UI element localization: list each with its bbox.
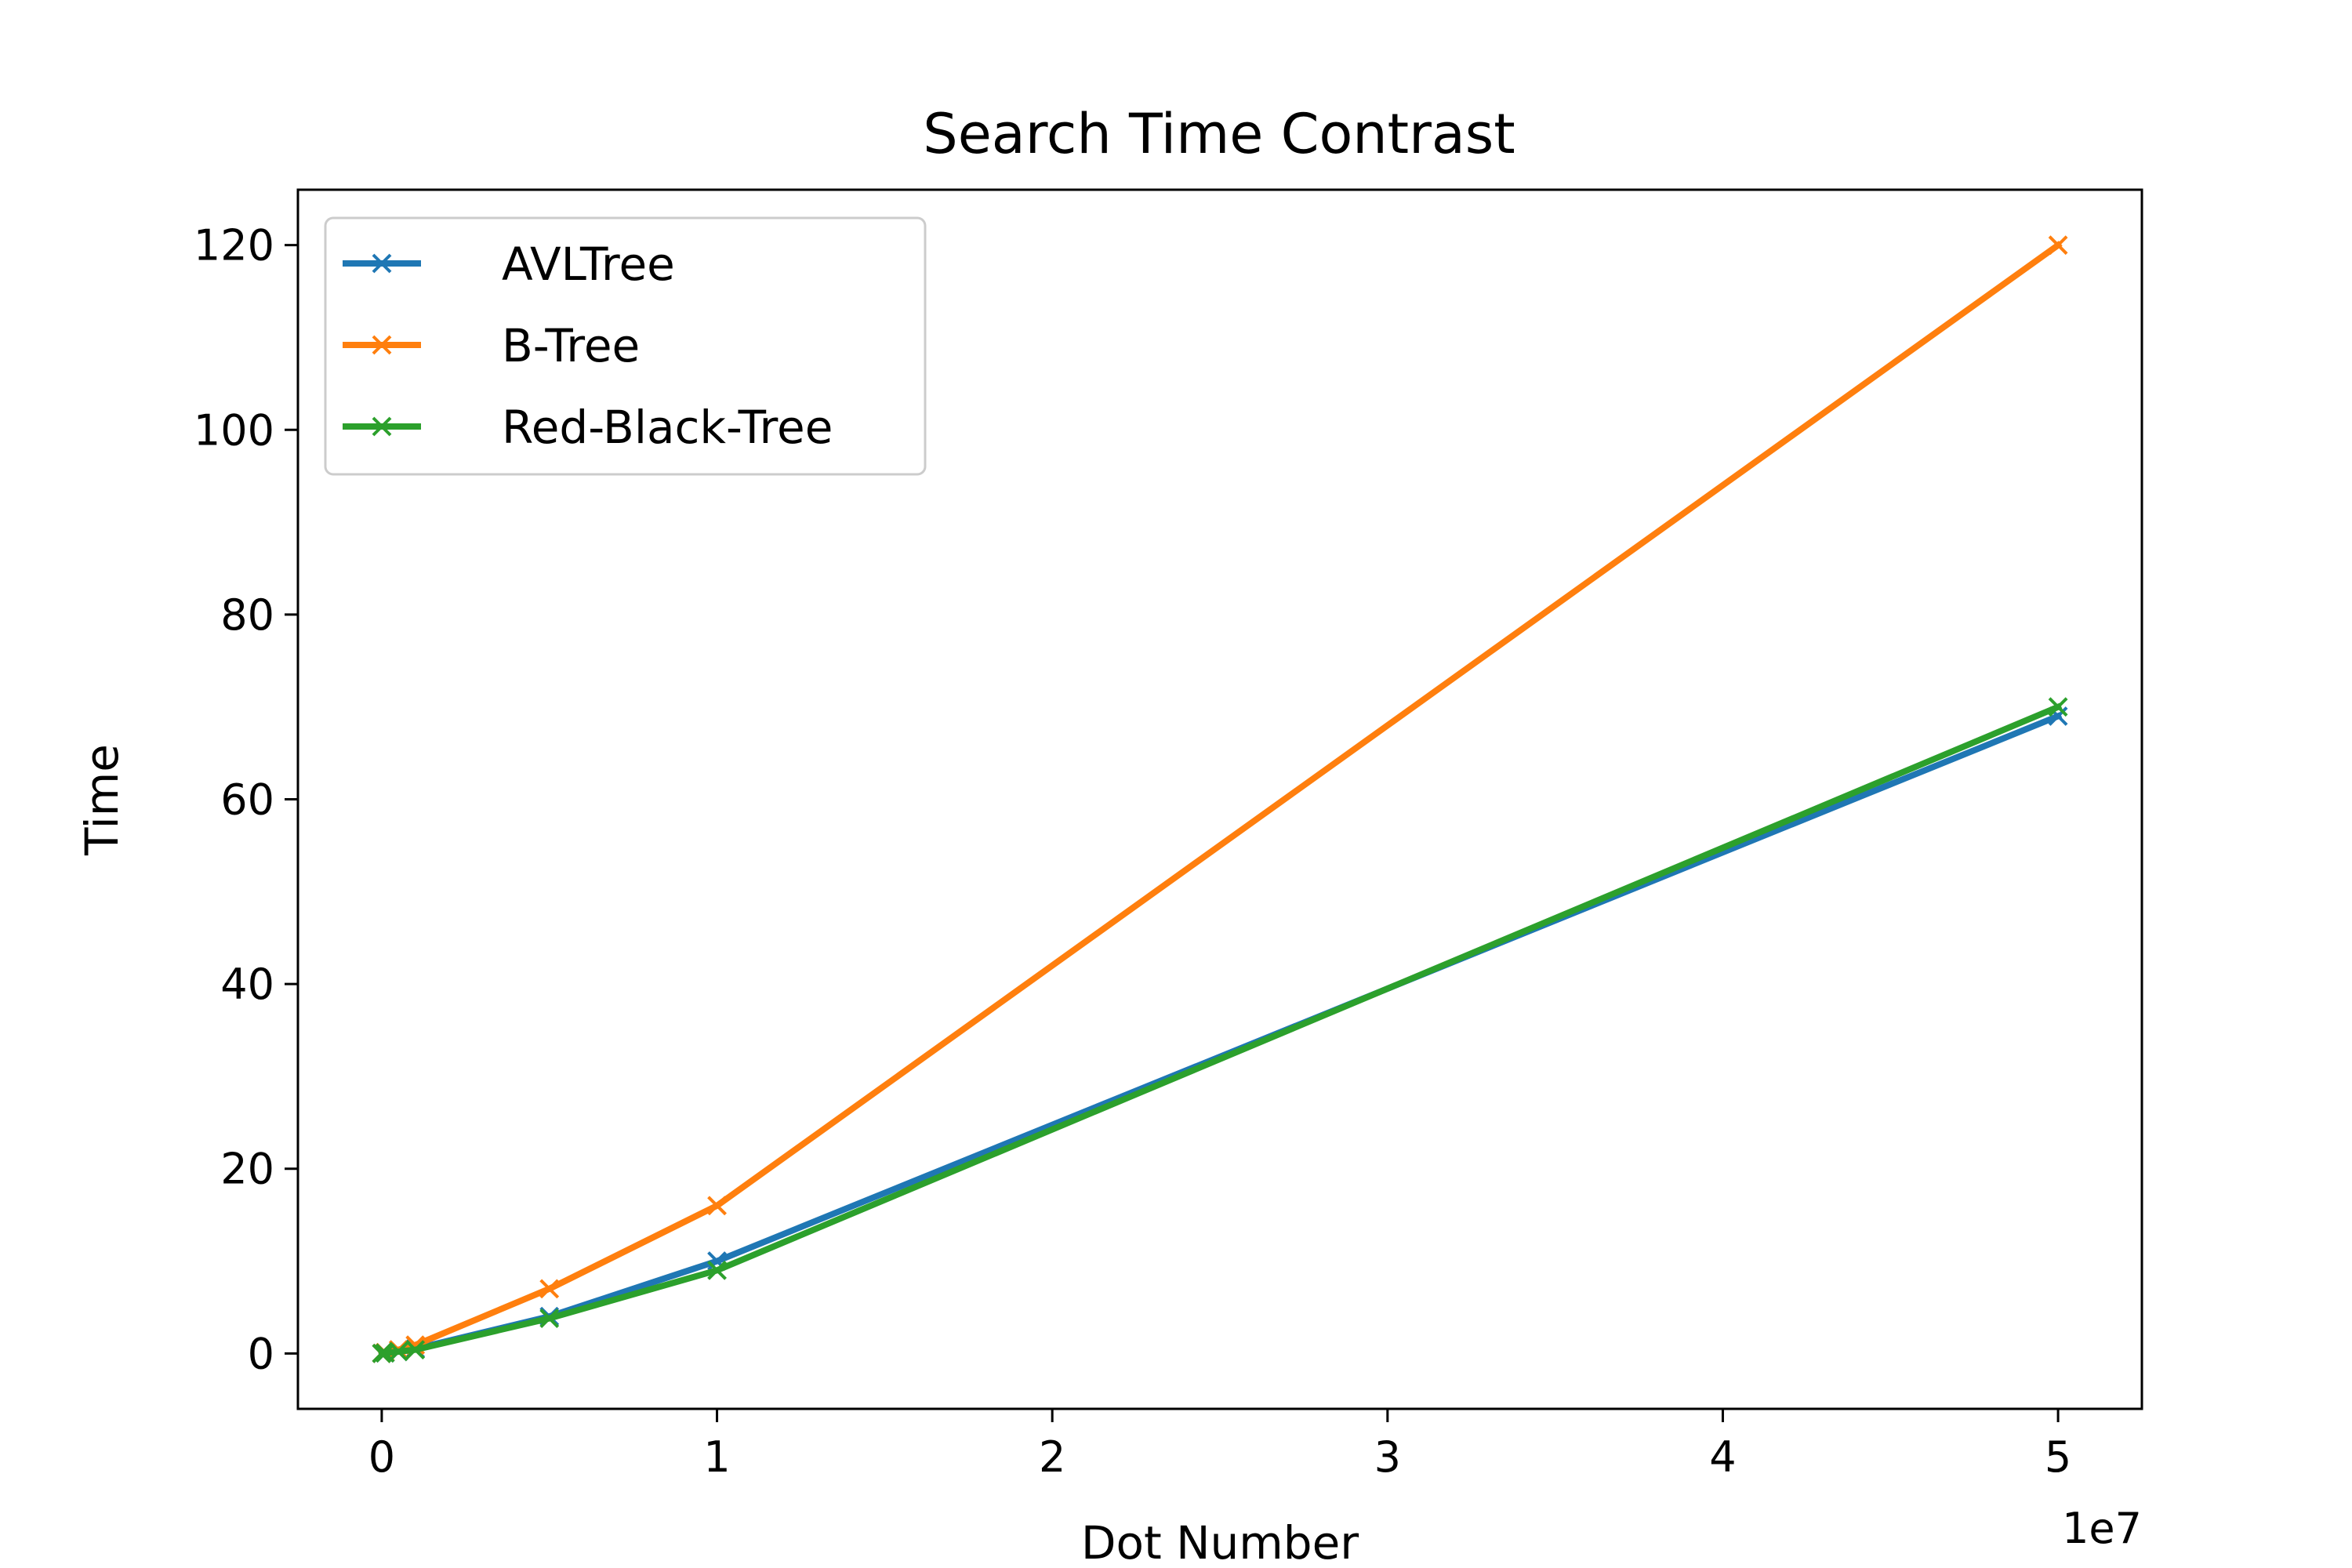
y-tick-label: 40 (220, 960, 274, 1009)
data-point-red-black-tree (539, 1308, 560, 1328)
data-point-b-tree (539, 1279, 560, 1299)
legend-marker-b-tree (372, 335, 392, 355)
x-tick-label: 5 (2045, 1432, 2071, 1482)
legend-label-avltree: AVLTree (502, 238, 675, 291)
legend-marker-red-black-tree (372, 416, 392, 437)
legend-items: AVLTree B-Tree Red-Black-Tree (343, 238, 833, 454)
y-tick-label: 60 (220, 775, 274, 825)
x-tick-label: 0 (368, 1432, 395, 1482)
legend-item-b-tree: B-Tree (343, 319, 640, 372)
data-point-red-black-tree (388, 1341, 408, 1362)
series-red-black-tree (372, 697, 2068, 1363)
y-axis-title: Time (75, 744, 129, 856)
y-tick-label: 20 (220, 1145, 274, 1194)
y-tick-label: 80 (220, 590, 274, 640)
series-layer (372, 235, 2068, 1363)
x-tick-label: 3 (1374, 1432, 1401, 1482)
legend-marker-avltree (372, 253, 392, 274)
legend-label-b-tree: B-Tree (502, 319, 640, 372)
data-point-red-black-tree (707, 1260, 727, 1280)
data-point-red-black-tree (2048, 697, 2068, 717)
data-point-red-black-tree (405, 1340, 426, 1360)
x-tick-label: 4 (1709, 1432, 1736, 1482)
y-tick-label: 0 (248, 1329, 274, 1378)
data-point-b-tree (707, 1196, 727, 1216)
x-axis-offset-label: 1e7 (2062, 1504, 2142, 1553)
legend-item-red-black-tree: Red-Black-Tree (343, 401, 833, 454)
legend: AVLTree B-Tree Red-Black-Tree (324, 216, 927, 476)
legend-label-red-black-tree: Red-Black-Tree (502, 401, 833, 454)
data-point-red-black-tree (372, 1343, 392, 1363)
legend-item-avltree: AVLTree (343, 238, 675, 291)
y-tick-label: 100 (194, 405, 274, 455)
y-tick-label: 120 (194, 221, 274, 270)
x-axis-title: Dot Number (1081, 1516, 1359, 1568)
chart-title: Search Time Contrast (923, 102, 1515, 166)
y-axis: 0 20 40 60 80 100 120 (194, 221, 298, 1378)
x-tick-label: 1 (703, 1432, 730, 1482)
data-point-b-tree (2048, 235, 2068, 256)
legend-box (324, 216, 927, 476)
x-axis: 0 1 2 3 4 5 (368, 1409, 2071, 1482)
x-tick-label: 2 (1039, 1432, 1065, 1482)
